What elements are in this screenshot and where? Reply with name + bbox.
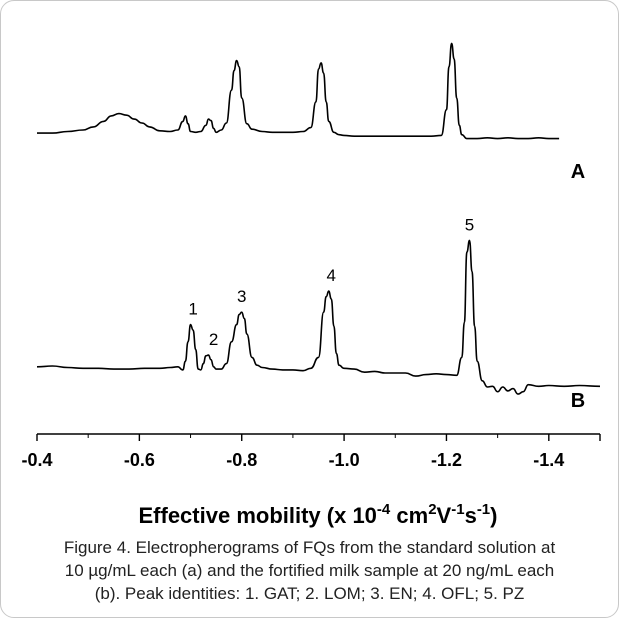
x-tick-label: -1.0 <box>329 450 360 470</box>
x-tick-label: -0.6 <box>124 450 155 470</box>
x-axis-ticks <box>36 434 601 441</box>
trace-a <box>37 42 560 140</box>
caption-line-2: 10 µg/mL each (a) and the fortified milk… <box>64 561 555 580</box>
x-tick-label: -0.4 <box>21 450 52 470</box>
peak-label: 1 <box>188 300 197 319</box>
peak-label: 5 <box>465 215 474 234</box>
trace-b <box>36 239 601 395</box>
x-tick-label: -1.2 <box>431 450 462 470</box>
x-tick-label: -0.8 <box>226 450 257 470</box>
peak-label: 2 <box>209 330 218 349</box>
peak-label: 4 <box>327 266 336 285</box>
figure-caption: Figure 4. Electropherograms of FQs from … <box>0 536 619 605</box>
trace-labels: AB <box>571 161 585 412</box>
caption-line-1: Figure 4. Electropherograms of FQs from … <box>63 538 556 557</box>
x-axis-tick-labels: -0.4 -0.6 -0.8 -1.0 -1.2 -1.4 <box>21 450 564 470</box>
caption-line-3: (b). Peak identities: 1. GAT; 2. LOM; 3.… <box>94 584 525 603</box>
trace-label-a: A <box>571 161 585 183</box>
peak-annotations: 12 3 4 5 <box>188 215 474 349</box>
traces <box>36 42 601 395</box>
peak-label: 3 <box>237 287 246 306</box>
x-axis-label: Effective mobility (x 10-4 cm2V-1s-1) <box>139 501 498 528</box>
trace-label-b: B <box>571 390 585 412</box>
x-tick-label: -1.4 <box>533 450 564 470</box>
